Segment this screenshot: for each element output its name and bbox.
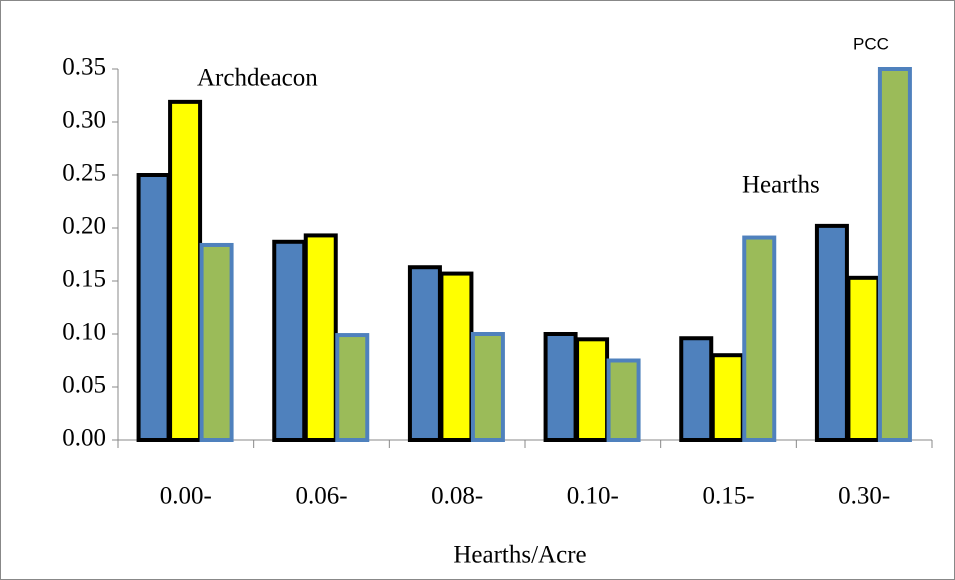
bar xyxy=(877,67,912,442)
x-axis-title: Hearths/Acre xyxy=(453,542,586,569)
bar xyxy=(439,271,474,442)
y-tick-label: 0.25 xyxy=(62,160,106,187)
y-tick-label: 0.30 xyxy=(62,107,106,134)
y-tick-label: 0.00 xyxy=(62,425,106,452)
bar xyxy=(679,336,714,442)
y-tick-label: 0.15 xyxy=(62,266,106,293)
x-tick-label: 0.08- xyxy=(431,483,483,510)
bar xyxy=(606,358,641,442)
bar xyxy=(543,332,578,442)
y-tick-label: 0.35 xyxy=(62,54,106,81)
annotation: Hearths xyxy=(742,172,820,199)
y-tick-label: 0.10 xyxy=(62,319,106,346)
x-tick-label: 0.10- xyxy=(567,483,619,510)
y-tick-label: 0.05 xyxy=(62,372,106,399)
bar xyxy=(710,353,745,443)
bar xyxy=(742,235,777,442)
bar xyxy=(303,233,338,442)
y-tick-label: 0.20 xyxy=(62,213,106,240)
bar xyxy=(199,242,234,442)
bar xyxy=(470,332,505,442)
bar xyxy=(407,265,442,442)
x-tick-label: 0.00- xyxy=(160,483,212,510)
x-tick-label: 0.06- xyxy=(295,483,347,510)
bar xyxy=(168,99,203,443)
bar xyxy=(136,173,171,442)
annotation: Archdeacon xyxy=(197,65,318,92)
bar xyxy=(335,333,370,442)
bar xyxy=(575,337,610,442)
bar xyxy=(814,223,849,442)
bar xyxy=(846,275,881,442)
x-tick-label: 0.30- xyxy=(838,483,890,510)
x-tick-label: 0.15- xyxy=(702,483,754,510)
bar xyxy=(272,239,307,442)
annotation: PCC xyxy=(853,34,889,53)
